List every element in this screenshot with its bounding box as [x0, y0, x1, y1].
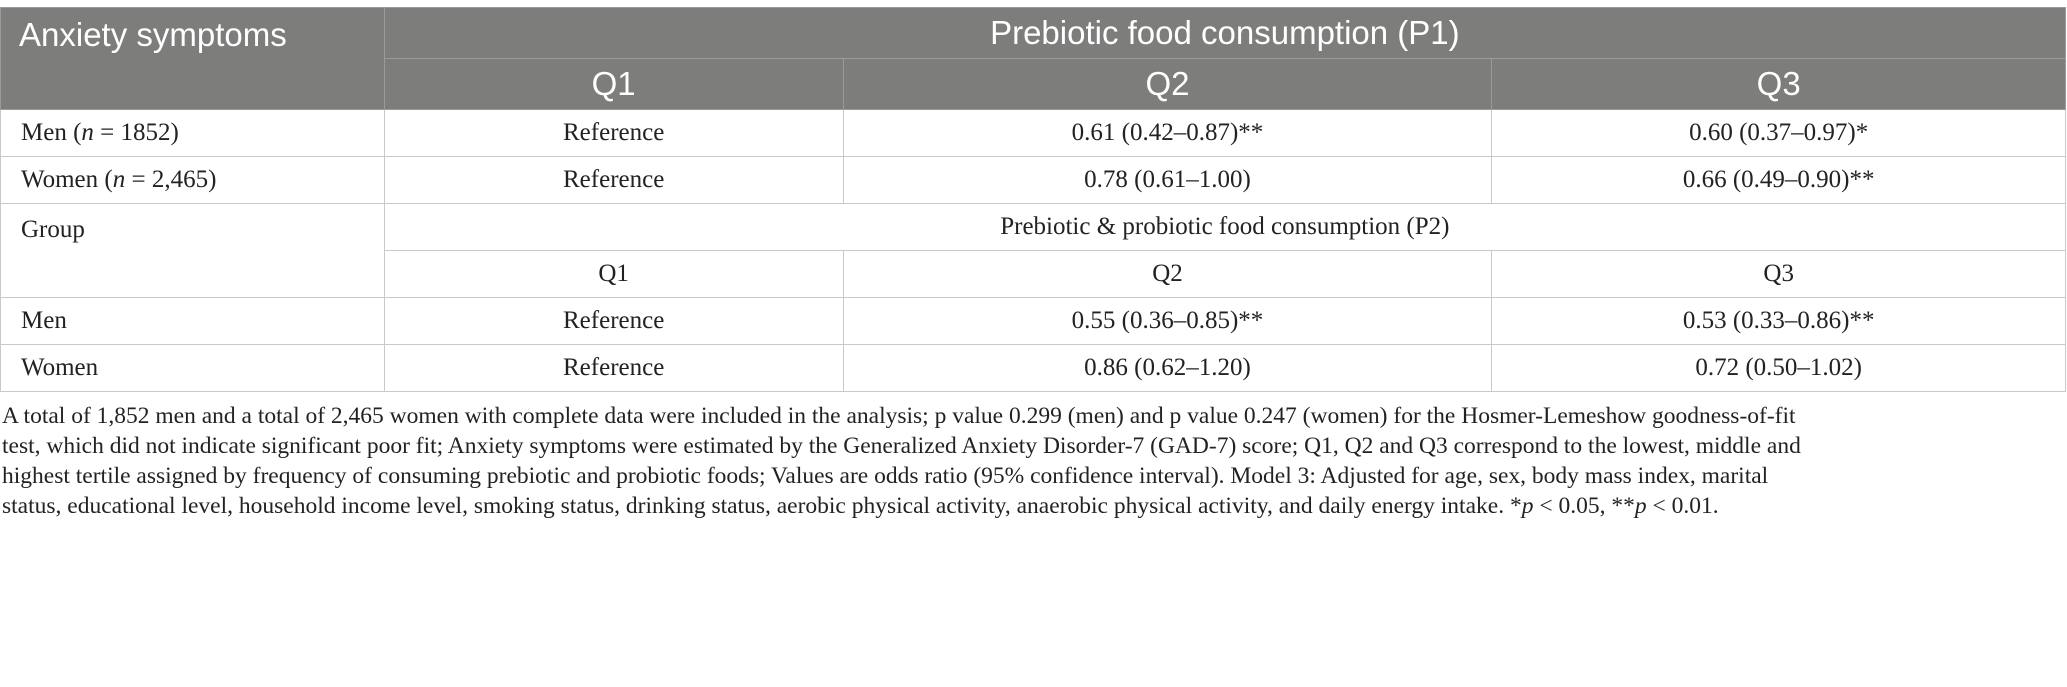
cell-q1: Reference: [383, 156, 844, 204]
row-label: Men (n = 1852): [0, 109, 385, 157]
header-q2: Q2: [842, 58, 1493, 110]
header-q3: Q3: [1491, 58, 2066, 110]
table-row: Men Reference 0.55 (0.36–0.85)** 0.53 (0…: [0, 297, 2066, 345]
cell-q2: 0.55 (0.36–0.85)**: [842, 297, 1493, 345]
cell-q1: Reference: [383, 344, 844, 392]
footnote-line: test, which did not indicate significant…: [2, 433, 1801, 459]
row-label: Women (n = 2,465): [0, 156, 385, 204]
cell-q3: 0.72 (0.50–1.02): [1491, 344, 2066, 392]
header-anxiety-symptoms: Anxiety symptoms: [0, 7, 385, 110]
header-q1: Q1: [383, 58, 844, 110]
p2-q2: Q2: [842, 250, 1493, 298]
cell-q2: 0.86 (0.62–1.20): [842, 344, 1493, 392]
table-row: Women Reference 0.86 (0.62–1.20) 0.72 (0…: [0, 344, 2066, 392]
cell-q1: Reference: [383, 109, 844, 157]
cell-q2: 0.78 (0.61–1.00): [842, 156, 1493, 204]
footnote-line: highest tertile assigned by frequency of…: [2, 463, 1769, 489]
table-footnote: A total of 1,852 men and a total of 2,46…: [2, 401, 2062, 521]
group-label: Group: [0, 203, 385, 298]
p2-q1: Q1: [383, 250, 844, 298]
cell-q3: 0.53 (0.33–0.86)**: [1491, 297, 2066, 345]
cell-q3: 0.60 (0.37–0.97)*: [1491, 109, 2066, 157]
footnote-line: A total of 1,852 men and a total of 2,46…: [2, 403, 1796, 429]
p2-q3: Q3: [1491, 250, 2066, 298]
cell-q2: 0.61 (0.42–0.87)**: [842, 109, 1493, 157]
row-label: Men: [0, 297, 385, 345]
table-row: Q1 Q2 Q3: [1, 250, 2066, 298]
table-row: Men (n = 1852) Reference 0.61 (0.42–0.87…: [0, 109, 2066, 157]
header-p1-title: Prebiotic food consumption (P1): [383, 7, 2067, 59]
footnote-line: status, educational level, household inc…: [2, 493, 1719, 519]
row-label: Women: [0, 344, 385, 392]
cell-q3: 0.66 (0.49–0.90)**: [1491, 156, 2066, 204]
cell-q1: Reference: [383, 297, 844, 345]
results-table: Anxiety symptoms Prebiotic food consumpt…: [0, 7, 2067, 392]
table-row: Group Prebiotic & probiotic food consump…: [0, 203, 2067, 298]
p2-title: Prebiotic & probiotic food consumption (…: [383, 203, 2067, 251]
table-row: Women (n = 2,465) Reference 0.78 (0.61–1…: [0, 156, 2066, 204]
